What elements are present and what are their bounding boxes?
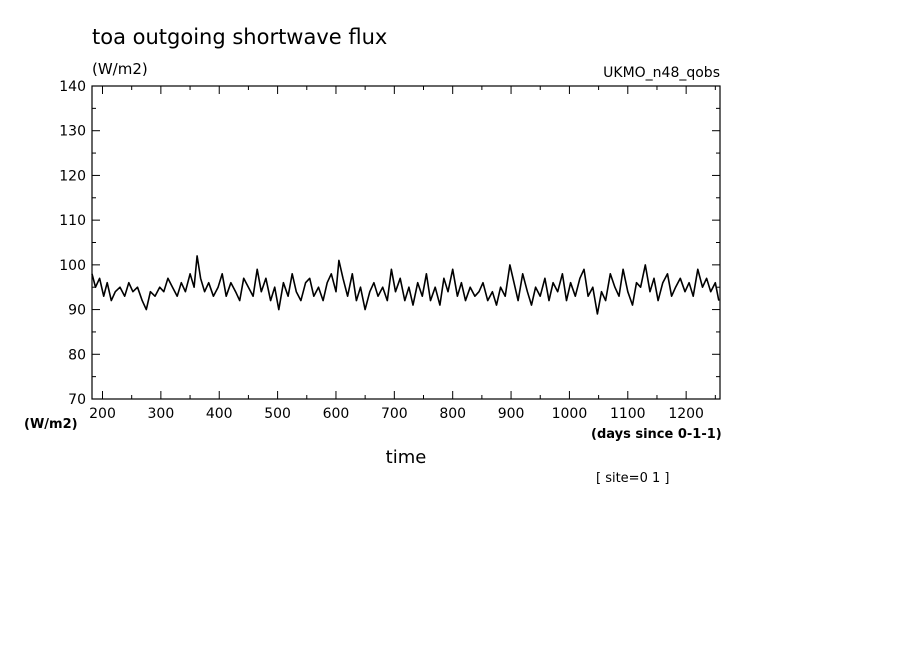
y-tick-label: 140 [59,79,86,95]
x-tick-label: 1200 [668,406,704,422]
series-line [91,255,720,315]
y-tick-label: 80 [68,347,86,363]
x-tick-label: 500 [264,406,291,422]
y-tick-label: 110 [59,213,86,229]
y-tick-label: 90 [68,303,86,319]
y-tick-label: 120 [59,168,86,184]
x-tick-label: 700 [381,406,408,422]
x-tick-label: 400 [206,406,233,422]
y-tick-label: 70 [68,392,86,408]
x-tick-label: 200 [89,406,116,422]
x-tick-label: 800 [439,406,466,422]
series-layer [91,255,720,315]
site-footnote: [ site=0 1 ] [596,471,669,486]
x-axis-label: time [386,447,427,468]
y-tick-label: 100 [59,258,86,274]
dataset-label: UKMO_n48_qobs [603,65,720,81]
x-tick-label: 1000 [552,406,588,422]
x-tick-label: 600 [323,406,350,422]
x-tick-label: 900 [498,406,525,422]
x-axis: 200 300 400 500 600 700 800 900 1000 1100 1200 [89,86,716,422]
x-axis-units: (days since 0-1-1) [591,427,722,442]
y-axis-label: (W/m2) [24,417,78,432]
plot-frame [91,85,721,400]
units-label: (W/m2) [92,60,148,78]
x-tick-label: 1100 [610,406,646,422]
y-tick-label: 130 [59,124,86,140]
chart-title: toa outgoing shortwave flux [92,25,387,49]
y-axis: 70 80 90 100 110 120 130 140 [59,79,720,408]
x-tick-label: 300 [148,406,175,422]
